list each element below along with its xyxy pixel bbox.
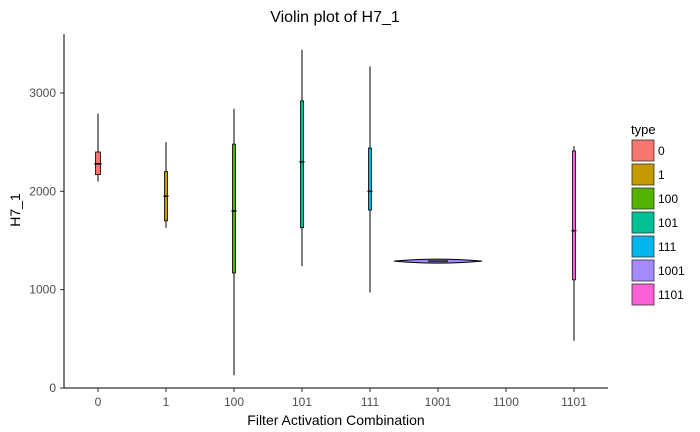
y-axis-title: H7_1 [7, 193, 23, 227]
legend-swatch [631, 211, 655, 234]
legend-label: 101 [658, 216, 678, 230]
y-axis-ticks: 0 1000 2000 3000 [29, 86, 64, 395]
y-tick-label: 3000 [29, 86, 56, 100]
x-tick-label: 1001 [425, 395, 452, 409]
violin-box [232, 143, 236, 274]
violin-box [300, 100, 304, 229]
violin-0 [94, 113, 102, 182]
legend-swatch [631, 283, 655, 306]
violins [94, 49, 577, 376]
x-tick-label: 101 [292, 395, 312, 409]
violin-111 [367, 66, 373, 293]
y-tick-label: 2000 [29, 184, 56, 198]
legend-label: 1001 [658, 264, 685, 278]
x-axis-title: Filter Activation Combination [247, 412, 424, 428]
legend-swatch [631, 259, 655, 282]
legend-label: 100 [658, 192, 678, 206]
legend-title: type [631, 122, 656, 137]
legend-label: 1101 [658, 288, 684, 302]
legend-label: 1 [658, 168, 665, 182]
x-tick-label: 1101 [561, 395, 587, 409]
violin-1001 [393, 258, 483, 264]
violin-box [428, 260, 448, 263]
violin-1101 [571, 146, 577, 341]
violin-100 [231, 108, 237, 376]
legend-swatch [631, 139, 655, 162]
violin-101 [299, 49, 305, 267]
legend-swatch [631, 187, 655, 210]
legend-label: 0 [658, 144, 665, 158]
x-tick-label: 100 [224, 395, 244, 409]
legend-label: 111 [658, 240, 677, 254]
y-tick-label: 1000 [29, 283, 56, 297]
x-tick-label: 0 [95, 395, 102, 409]
x-axis-ticks: 0 1 100 101 111 1001 1100 1101 [95, 388, 587, 409]
legend: type 0 1 100 101 111 1001 1101 [631, 122, 685, 306]
x-tick-label: 1 [163, 395, 170, 409]
y-tick-label: 0 [49, 381, 56, 395]
violin-box [368, 147, 372, 211]
violin-box [572, 150, 576, 281]
x-tick-label: 111 [361, 395, 380, 409]
legend-swatch [631, 235, 655, 258]
chart-title: Violin plot of H7_1 [270, 9, 400, 26]
legend-swatch [631, 163, 655, 186]
x-tick-label: 1100 [493, 395, 519, 409]
violin-1 [163, 142, 169, 228]
